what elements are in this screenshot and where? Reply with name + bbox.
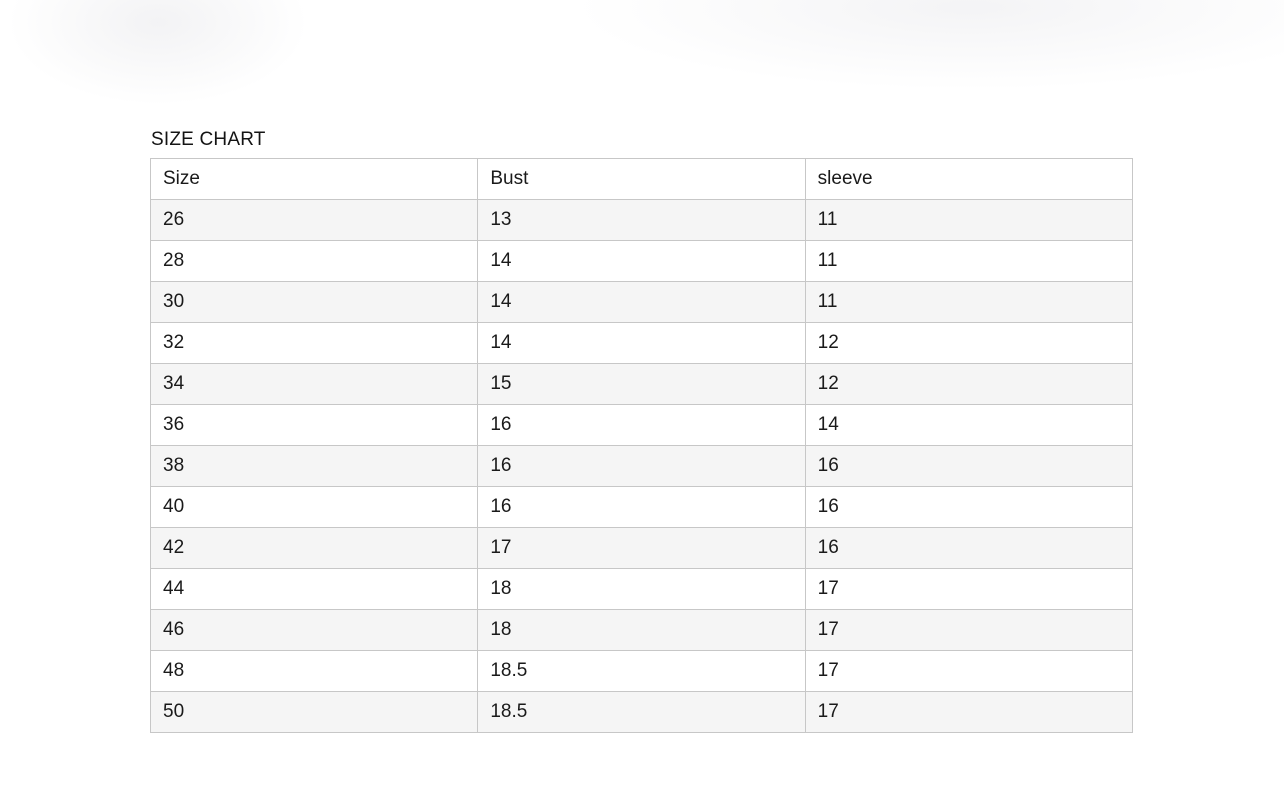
table-cell: 11 (804, 199, 1134, 241)
size-chart-title: SIZE CHART (151, 129, 266, 150)
table-row: 32 14 12 (149, 322, 1134, 364)
table-cell: 18 (477, 568, 806, 610)
table-cell: 16 (804, 445, 1134, 487)
header-row: Size Bust sleeve (149, 158, 1134, 200)
table-cell: 32 (149, 322, 479, 364)
table-cell: 16 (804, 486, 1134, 528)
table-cell: 42 (149, 527, 479, 569)
table-row: 38 16 16 (149, 445, 1134, 487)
table-cell: 14 (804, 404, 1134, 446)
size-chart-table: Size Bust sleeve 26 13 11 28 14 11 30 14 11 32 14 1… (149, 158, 1134, 733)
table-cell: 11 (804, 281, 1134, 323)
table-cell: 16 (804, 527, 1134, 569)
table-cell: 30 (149, 281, 479, 323)
size-chart-section: Size Bust sleeve 26 13 11 28 14 11 30 14 11 32 14 1… (149, 158, 1134, 733)
table-row: 26 13 11 (149, 199, 1134, 241)
table-cell: 16 (477, 445, 806, 487)
column-header-size: Size (149, 158, 479, 200)
table-cell: 38 (149, 445, 479, 487)
column-header-bust: Bust (477, 158, 806, 200)
table-row: 46 18 17 (149, 609, 1134, 651)
table-cell: 13 (477, 199, 806, 241)
table-cell: 11 (804, 240, 1134, 282)
photo-shadow-artifact-left (8, 0, 308, 105)
table-cell: 36 (149, 404, 479, 446)
table-row: 40 16 16 (149, 486, 1134, 528)
table-cell: 18.5 (477, 691, 806, 733)
table-cell: 17 (804, 609, 1134, 651)
table-cell: 18 (477, 609, 806, 651)
table-cell: 14 (477, 240, 806, 282)
table-cell: 17 (804, 650, 1134, 692)
table-cell: 17 (804, 691, 1134, 733)
table-cell: 26 (149, 199, 479, 241)
table-row: 50 18.5 17 (149, 691, 1134, 733)
table-cell: 44 (149, 568, 479, 610)
size-chart-table-header: Size Bust sleeve (149, 158, 1134, 200)
table-cell: 28 (149, 240, 479, 282)
table-cell: 15 (477, 363, 806, 405)
column-header-sleeve: sleeve (804, 158, 1134, 200)
table-cell: 50 (149, 691, 479, 733)
table-cell: 17 (477, 527, 806, 569)
table-cell: 34 (149, 363, 479, 405)
table-cell: 17 (804, 568, 1134, 610)
table-row: 34 15 12 (149, 363, 1134, 405)
table-cell: 16 (477, 404, 806, 446)
table-cell: 12 (804, 322, 1134, 364)
table-row: 28 14 11 (149, 240, 1134, 282)
table-row: 30 14 11 (149, 281, 1134, 323)
table-cell: 18.5 (477, 650, 806, 692)
table-cell: 14 (477, 322, 806, 364)
table-cell: 14 (477, 281, 806, 323)
table-cell: 46 (149, 609, 479, 651)
table-row: 36 16 14 (149, 404, 1134, 446)
photo-shadow-artifact-right (575, 0, 1284, 90)
table-cell: 48 (149, 650, 479, 692)
table-cell: 12 (804, 363, 1134, 405)
table-row: 42 17 16 (149, 527, 1134, 569)
table-row: 48 18.5 17 (149, 650, 1134, 692)
table-cell: 40 (149, 486, 479, 528)
table-row: 44 18 17 (149, 568, 1134, 610)
size-chart-table-body: 26 13 11 28 14 11 30 14 11 32 14 12 34 15 12 36 16 14 38 16… (149, 199, 1134, 733)
table-cell: 16 (477, 486, 806, 528)
